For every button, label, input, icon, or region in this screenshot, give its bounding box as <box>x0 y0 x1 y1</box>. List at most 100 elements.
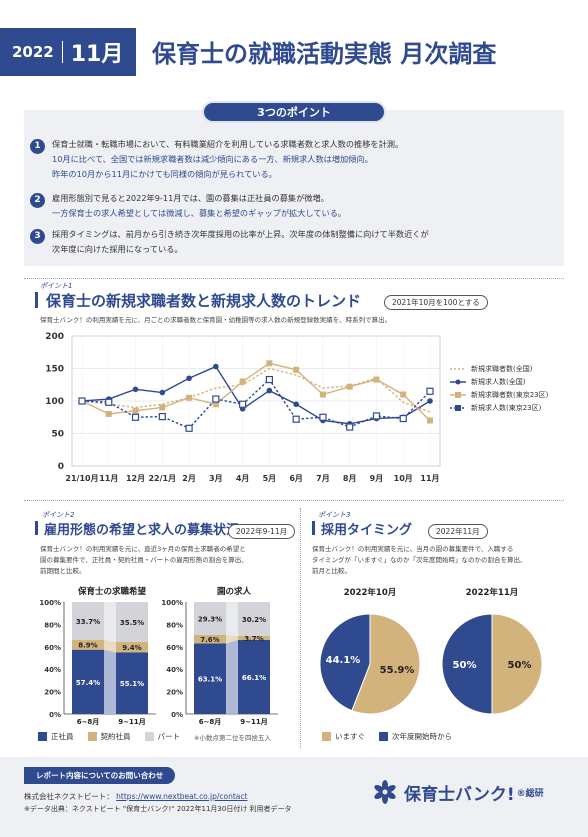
bar-segment <box>238 639 270 714</box>
slice-label: 55.9% <box>380 665 415 676</box>
data-point <box>400 391 407 398</box>
point-1-line-2: 10月に比べて、全国では新規求職者数は減少傾向にある一方、新規求人数は増加傾向。 <box>52 154 373 164</box>
y-tick-label: 100% <box>161 599 183 607</box>
data-point <box>293 366 300 373</box>
legend-swatch <box>38 732 47 741</box>
legend-label: 契約社員 <box>100 732 131 741</box>
point-2-line-2: 一方保育士の求人希望としては微減し、募集と希望のギャップが拡大している。 <box>52 208 347 218</box>
section2-badge: 2022年9-11月 <box>228 524 296 539</box>
point-3-line-1: 採用タイミングは、前月から引き続き次年度採用の比率が上昇。次年度の体制整備に向け… <box>52 229 429 239</box>
pie-slice <box>351 613 421 715</box>
legend-item: 契約社員 <box>87 731 131 742</box>
header-separator <box>61 41 63 63</box>
page-title: 保育士の就職活動実態 月次調査 <box>152 40 497 68</box>
data-point <box>372 412 381 420</box>
data-label: 30.2% <box>242 616 266 624</box>
y-tick-label: 20% <box>166 689 183 697</box>
data-point <box>105 398 113 406</box>
data-point <box>266 360 273 367</box>
section2-note-line: 前期間と比較。 <box>40 567 86 575</box>
series-line-3 <box>81 362 431 422</box>
slice-label: 50% <box>508 660 532 671</box>
bar-segment <box>116 652 148 714</box>
legend-label: 新規求職者数(東京23区) <box>471 390 549 399</box>
bar-segment <box>116 641 148 653</box>
point-number-1: 1 <box>30 139 45 154</box>
series-line-1 <box>81 367 431 413</box>
legend-item: いますぐ <box>322 731 365 742</box>
data-label: 57.4% <box>76 679 100 687</box>
brand-logo: 保育士バンク! ®総研 <box>372 779 544 805</box>
x-tick-label: 6~8月 <box>199 718 222 726</box>
data-point <box>346 423 354 431</box>
y-tick-label: 80% <box>44 621 61 629</box>
point-number-2: 2 <box>30 193 45 208</box>
y-tick-label: 200 <box>45 332 64 342</box>
x-tick-label: 8月 <box>343 474 357 483</box>
data-point <box>159 389 166 396</box>
x-tick-label: 9~11月 <box>240 718 267 726</box>
y-tick-label: 40% <box>44 666 61 674</box>
bar-segment <box>238 635 270 640</box>
y-tick-label: 80% <box>166 621 183 629</box>
legend-swatch <box>322 732 331 741</box>
series-line-4 <box>81 378 431 430</box>
x-tick-label: 21/10月 <box>65 474 98 483</box>
y-tick-label: 0% <box>171 711 183 719</box>
y-tick-label: 0 <box>58 462 64 472</box>
point-item-2: 2 雇用形態別で見ると2022年9-11月では、園の募集は正社員の募集が微増。 … <box>30 191 347 221</box>
y-tick-label: 150 <box>45 365 64 375</box>
x-tick-label: 10月 <box>394 474 413 483</box>
data-point <box>239 400 247 408</box>
data-point <box>159 404 166 411</box>
data-point <box>132 386 139 393</box>
x-tick-label: 11月 <box>420 474 439 483</box>
bar-segment <box>238 602 270 636</box>
data-label: 63.1% <box>198 676 222 684</box>
x-tick-label: 5月 <box>263 474 277 483</box>
trend-legend: 新規求職者数(全国) 新規求人数(全国) 新規求職者数(東京23区) 新規求人数… <box>450 362 548 414</box>
column-divider <box>300 508 301 748</box>
legend-item: 新規求職者数(全国) <box>450 362 548 375</box>
data-point <box>266 387 273 394</box>
data-point <box>319 391 326 398</box>
section3-note-line: 保育士バンク！の利用実績を元に、当月の園の募集要件で、入職する <box>312 545 514 553</box>
legend-marker <box>450 404 466 411</box>
data-point <box>158 412 166 421</box>
rounding-footnote: ※小数点第二位を四捨五入 <box>194 733 271 742</box>
x-tick-label: 7月 <box>316 474 330 483</box>
data-point <box>399 414 407 423</box>
data-point <box>265 375 273 384</box>
data-point <box>213 363 219 370</box>
contact-link[interactable]: https://www.nextbeat.co.jp/contact <box>116 792 248 801</box>
legend-swatch <box>379 732 388 741</box>
data-label: 35.5% <box>120 619 144 627</box>
bar-segment <box>116 602 148 642</box>
bar-segment <box>72 602 104 640</box>
key-points-box <box>24 110 564 266</box>
data-point <box>186 394 193 401</box>
flower-logo-icon <box>374 780 396 804</box>
section2-note-line: 保育士バンク！の利用実績を元に、直近3ヶ月の保育士求職者の希望と <box>40 545 246 553</box>
section2-note: 保育士バンク！の利用実績を元に、直近3ヶ月の保育士求職者の希望と 園の募集要件で… <box>40 544 248 577</box>
pie-title: 2022年10月 <box>344 587 397 598</box>
y-tick-label: 0% <box>49 711 61 719</box>
data-point <box>346 383 353 390</box>
legend-marker <box>450 379 466 384</box>
x-tick-label: 9~11月 <box>118 718 145 726</box>
section1-badge: 2021年10月を100とする <box>384 295 488 310</box>
data-point <box>105 411 112 417</box>
y-tick-label: 60% <box>44 644 61 652</box>
data-point <box>319 413 327 421</box>
legend-item: 次年度開始時から <box>379 731 452 742</box>
legend-swatch <box>144 732 154 741</box>
legend-label: いますぐ <box>335 732 365 741</box>
section1-tag: ポイント1 <box>40 282 73 290</box>
bar-segment <box>194 634 226 644</box>
data-point <box>212 395 220 403</box>
legend-item: 新規求人数(東京23区) <box>450 401 548 414</box>
legend-item: 新規求職者数(東京23区) <box>450 388 548 401</box>
group-title: 園の求人 <box>217 586 252 597</box>
